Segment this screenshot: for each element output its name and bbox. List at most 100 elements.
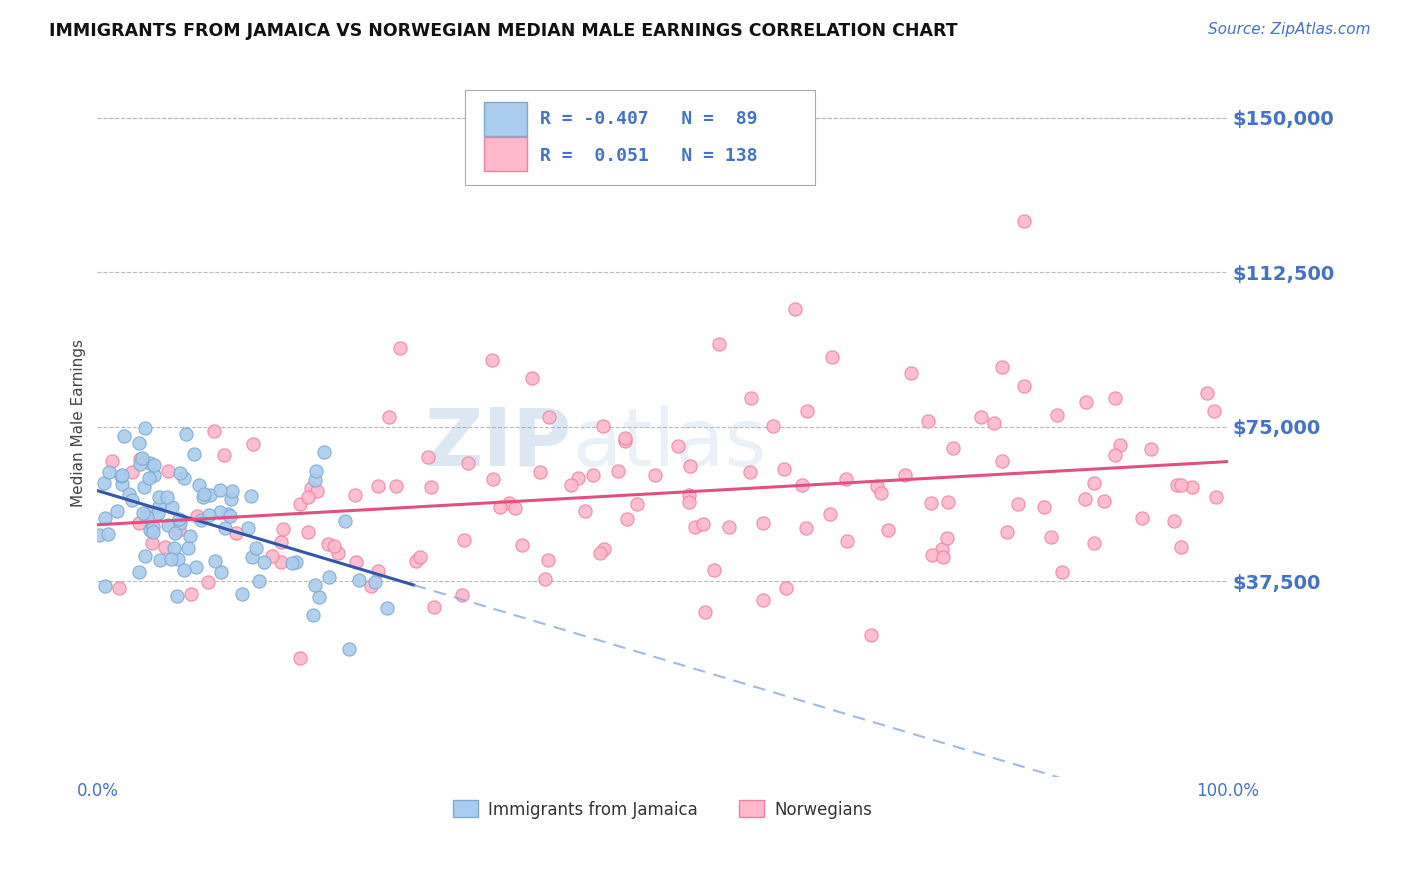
- Point: [990, 453, 1012, 467]
- Point: [718, 520, 741, 534]
- Point: [751, 516, 773, 530]
- Point: [214, 448, 236, 462]
- Point: [818, 507, 841, 521]
- Point: [214, 521, 236, 535]
- Point: [752, 593, 775, 607]
- Text: R = -0.407   N =  89: R = -0.407 N = 89: [540, 110, 758, 128]
- Point: [790, 477, 813, 491]
- Point: [606, 464, 628, 478]
- Point: [1108, 438, 1130, 452]
- Point: [299, 481, 322, 495]
- Point: [128, 436, 150, 450]
- Bar: [484, 102, 527, 136]
- Point: [316, 537, 339, 551]
- Point: [510, 537, 533, 551]
- Point: [166, 552, 188, 566]
- Point: [616, 512, 638, 526]
- Point: [139, 524, 162, 538]
- Point: [367, 478, 389, 492]
- Point: [405, 553, 427, 567]
- Point: [866, 479, 889, 493]
- Point: [574, 504, 596, 518]
- Point: [1092, 493, 1115, 508]
- Point: [837, 534, 859, 549]
- Point: [936, 531, 959, 545]
- Point: [101, 453, 124, 467]
- Point: [141, 536, 163, 550]
- Point: [560, 478, 582, 492]
- Point: [221, 484, 243, 499]
- Point: [900, 366, 922, 380]
- Point: [970, 410, 993, 425]
- Point: [190, 513, 212, 527]
- Point: [335, 514, 357, 528]
- Point: [183, 446, 205, 460]
- Point: [225, 526, 247, 541]
- Point: [1083, 536, 1105, 550]
- Point: [284, 556, 307, 570]
- Text: ZIP: ZIP: [425, 405, 572, 483]
- Point: [134, 549, 156, 564]
- Point: [679, 459, 702, 474]
- Point: [870, 486, 893, 500]
- Point: [931, 542, 953, 557]
- Point: [148, 491, 170, 505]
- Text: atlas: atlas: [572, 405, 766, 483]
- Point: [666, 439, 689, 453]
- Point: [231, 587, 253, 601]
- Point: [1195, 386, 1218, 401]
- Point: [253, 555, 276, 569]
- Point: [773, 462, 796, 476]
- Point: [1139, 442, 1161, 456]
- Point: [1032, 500, 1054, 515]
- Point: [942, 441, 965, 455]
- Point: [149, 552, 172, 566]
- Point: [678, 488, 700, 502]
- Point: [198, 488, 221, 502]
- Point: [240, 550, 263, 565]
- Point: [408, 549, 430, 564]
- Point: [105, 504, 128, 518]
- Point: [204, 554, 226, 568]
- Point: [281, 556, 304, 570]
- Point: [301, 608, 323, 623]
- Point: [1181, 480, 1204, 494]
- Point: [180, 587, 202, 601]
- Point: [920, 495, 942, 509]
- Point: [242, 437, 264, 451]
- Text: R =  0.051   N = 138: R = 0.051 N = 138: [540, 146, 758, 165]
- Point: [271, 523, 294, 537]
- Point: [343, 488, 366, 502]
- Point: [173, 471, 195, 485]
- Point: [860, 628, 883, 642]
- Point: [589, 546, 612, 560]
- Point: [138, 471, 160, 485]
- Point: [936, 495, 959, 509]
- Point: [93, 579, 115, 593]
- Point: [1007, 497, 1029, 511]
- Point: [159, 551, 181, 566]
- Point: [167, 523, 190, 537]
- Point: [156, 464, 179, 478]
- Point: [188, 477, 211, 491]
- Point: [128, 457, 150, 471]
- Point: [121, 492, 143, 507]
- Point: [304, 473, 326, 487]
- Point: [995, 525, 1018, 540]
- Point: [1076, 394, 1098, 409]
- Point: [142, 458, 165, 472]
- Point: [385, 479, 408, 493]
- Point: [312, 445, 335, 459]
- Point: [155, 540, 177, 554]
- Point: [1205, 490, 1227, 504]
- Legend: Immigrants from Jamaica, Norwegians: Immigrants from Jamaica, Norwegians: [446, 794, 879, 825]
- Point: [1050, 565, 1073, 579]
- Point: [932, 549, 955, 564]
- Point: [785, 301, 807, 316]
- Point: [536, 553, 558, 567]
- Point: [131, 450, 153, 465]
- Point: [110, 469, 132, 483]
- Point: [422, 599, 444, 614]
- Point: [537, 409, 560, 424]
- Point: [262, 549, 284, 563]
